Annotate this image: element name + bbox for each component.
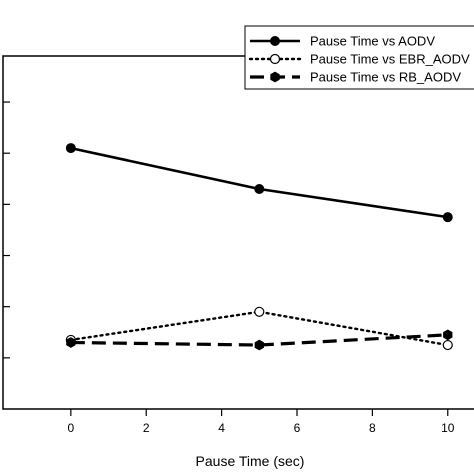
series-1-point [269,53,281,65]
series-0-line [70,146,448,219]
x-tick-label: 2 [143,421,150,435]
x-tick-label: 6 [294,421,301,435]
series-2-point [443,329,453,341]
series-0-point [65,143,76,154]
plot-frame [2,55,474,410]
series-0-point [254,184,265,195]
y-axis-ticks [3,101,10,359]
series-1-line [69,310,449,347]
legend-label-1: Pause Time vs EBR_AODV [310,52,470,67]
x-axis-ticks: 0 2 4 6 8 10 [68,409,455,435]
x-axis-title: Pause Time (sec) [196,453,305,469]
series-2-point [66,337,76,348]
x-tick-label: 0 [68,421,75,435]
legend: Pause Time vs AODV Pause Time vs EBR_AODV… [244,25,474,90]
x-tick-label: 10 [441,421,455,435]
legend-label-2: Pause Time vs RB_AODV [310,70,461,85]
series-layer [65,143,453,351]
series-0-point [442,212,453,223]
series-1-point [442,339,453,351]
x-tick-label: 4 [218,421,225,435]
series-0 [65,143,453,223]
x-tick-label: 8 [369,421,376,435]
series-1-point [254,306,265,317]
series-0-point [270,36,280,46]
series-2 [66,329,453,351]
series-2-point [254,339,264,351]
series-2-point [270,71,280,83]
legend-label-0: Pause Time vs AODV [310,34,435,49]
